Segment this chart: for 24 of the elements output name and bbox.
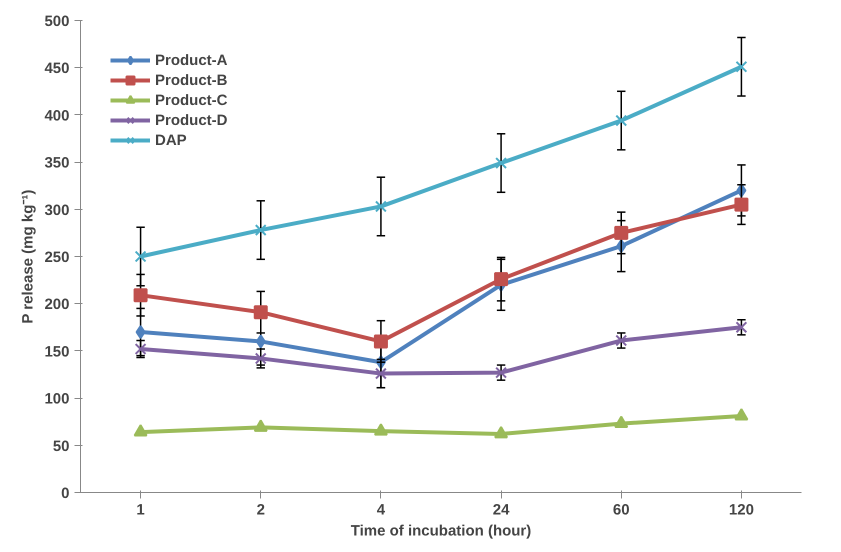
y-tick-label: 100 <box>44 390 70 408</box>
legend-label: Product-C <box>155 92 228 108</box>
y-tick-label: 0 <box>61 485 70 502</box>
x-axis-title: Time of incubation (hour) <box>350 522 532 540</box>
y-tick-label: 250 <box>44 249 70 266</box>
legend-label: Product-A <box>155 52 228 68</box>
y-tick-label: 500 <box>44 13 70 30</box>
y-axis-title: P release (mg kg⁻¹) <box>19 190 36 324</box>
x-tick-label: 60 <box>612 502 630 518</box>
x-tick-label: 2 <box>256 502 265 518</box>
x-tick-label: 24 <box>492 502 510 518</box>
y-tick-label: 400 <box>44 107 70 124</box>
legend-label: DAP <box>155 132 187 148</box>
legend-label: Product-B <box>155 72 228 88</box>
x-tick-label: 120 <box>728 502 754 518</box>
legend-label: Product-D <box>155 112 228 128</box>
x-tick-label: 1 <box>136 502 145 518</box>
y-tick-label: 350 <box>44 154 70 172</box>
x-tick-label: 4 <box>376 502 386 518</box>
y-tick-label: 450 <box>44 60 70 78</box>
y-tick-label: 150 <box>44 343 70 360</box>
y-tick-label: 300 <box>44 202 70 219</box>
y-tick-label: 50 <box>52 438 70 455</box>
y-tick-label: 200 <box>44 296 70 314</box>
